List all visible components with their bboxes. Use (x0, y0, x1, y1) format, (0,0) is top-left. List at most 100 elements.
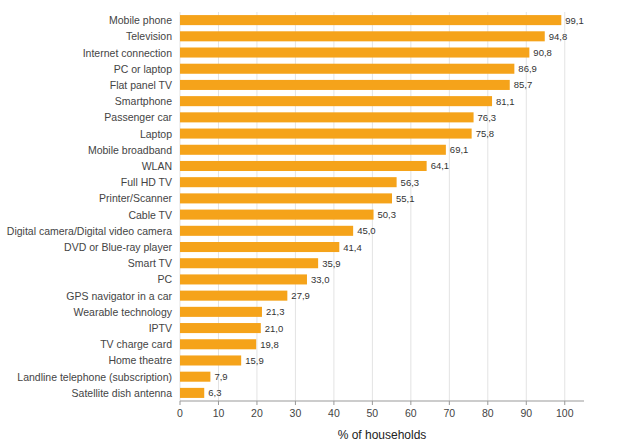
x-tick-label: 60 (405, 407, 417, 419)
x-axis-title: % of households (338, 428, 427, 442)
data-label: 15,9 (245, 355, 263, 366)
y-tick-label: Digital camera/Digital video camera (7, 225, 172, 237)
x-tick (218, 401, 219, 405)
bar (180, 307, 262, 317)
bar (180, 112, 474, 122)
x-tick-label: 80 (482, 407, 494, 419)
data-label: 99,1 (565, 15, 584, 26)
x-tick (295, 401, 296, 405)
data-label: 75,8 (476, 128, 495, 139)
bar (180, 145, 446, 155)
y-tick-label: Smart TV (128, 257, 172, 269)
grid (180, 12, 565, 401)
bar (180, 96, 492, 106)
data-label: 21,0 (265, 323, 284, 334)
data-label: 41,4 (343, 242, 362, 253)
x-tick-label: 100 (556, 407, 574, 419)
x-tick (256, 401, 257, 405)
bar (180, 15, 561, 25)
x-tick (372, 401, 373, 405)
y-tick-label: WLAN (142, 160, 172, 172)
data-label: 90,8 (533, 47, 552, 58)
data-label: 69,1 (450, 144, 469, 155)
y-tick-label: Landline telephone (subscription) (17, 371, 172, 383)
y-tick-label: PC (157, 273, 172, 285)
data-label: 64,1 (431, 160, 450, 171)
bar (180, 388, 204, 398)
x-tick (526, 401, 527, 405)
x-tick-label: 90 (520, 407, 532, 419)
y-tick-label: GPS navigator in a car (66, 290, 172, 302)
data-label: 81,1 (496, 96, 514, 107)
y-axis-labels: Satellite dish antenna Landline telephone… (7, 14, 173, 399)
x-tick (410, 401, 411, 405)
x-tick-label: 30 (290, 407, 302, 419)
data-label: 85,7 (514, 79, 533, 90)
bar (180, 47, 529, 57)
data-label: 6,3 (208, 387, 221, 398)
y-tick-label: Smartphone (115, 95, 172, 107)
y-tick-label: Printer/Scanner (99, 192, 172, 204)
bar (180, 242, 339, 252)
bar (180, 177, 397, 187)
x-tick-label: 10 (213, 407, 225, 419)
bar (180, 80, 510, 90)
bar (180, 258, 318, 268)
data-label: 35,9 (322, 258, 341, 269)
y-tick-label: Satellite dish antenna (72, 387, 173, 399)
x-axis-line (180, 401, 584, 402)
y-tick-label: Cable TV (128, 209, 172, 221)
data-label: 27,9 (291, 290, 310, 301)
bar (180, 291, 287, 301)
data-label: 56,3 (401, 177, 420, 188)
bar (180, 323, 261, 333)
bar (180, 355, 241, 365)
bar (180, 31, 545, 41)
data-label: 19,8 (260, 339, 279, 350)
bar (180, 210, 374, 220)
x-tick-label: 0 (177, 407, 183, 419)
y-tick-label: PC or laptop (114, 63, 173, 75)
x-tick (564, 401, 565, 405)
data-label: 55,1 (396, 193, 415, 204)
x-axis: 0 10 20 30 40 50 60 70 80 90 100 (177, 401, 584, 419)
data-label: 45,0 (357, 225, 376, 236)
y-tick-label: Wearable technology (74, 306, 173, 318)
bars (180, 15, 561, 398)
bar (180, 226, 353, 236)
y-tick-label: Mobile broadband (88, 144, 172, 156)
x-tick (449, 401, 450, 405)
data-label: 86,9 (518, 63, 537, 74)
bar (180, 193, 392, 203)
grid-line (564, 12, 565, 401)
y-tick-label: Laptop (140, 128, 172, 140)
y-tick-label: TV charge card (100, 338, 172, 350)
y-tick-label: Full HD TV (121, 176, 172, 188)
x-tick (333, 401, 334, 405)
y-tick-label: Flat panel TV (110, 79, 172, 91)
x-tick (180, 401, 181, 405)
y-tick-label: Mobile phone (109, 14, 172, 26)
y-tick-label: Television (126, 30, 172, 42)
bar (180, 129, 472, 139)
data-label: 76,3 (478, 112, 497, 123)
data-label: 21,3 (266, 306, 285, 317)
chart-container: Satellite dish antenna Landline telephone… (0, 0, 618, 447)
data-label: 33,0 (311, 274, 330, 285)
bar (180, 372, 210, 382)
y-tick-label: Home theatre (108, 354, 172, 366)
data-label: 50,3 (378, 209, 397, 220)
x-tick-label: 40 (328, 407, 340, 419)
x-tick-label: 50 (367, 407, 379, 419)
bar (180, 64, 514, 74)
x-tick-label: 70 (443, 407, 455, 419)
bar (180, 339, 256, 349)
data-label: 7,9 (214, 371, 227, 382)
chart-svg: Satellite dish antenna Landline telephone… (0, 0, 618, 447)
y-tick-label: DVD or Blue-ray player (64, 241, 172, 253)
x-tick (487, 401, 488, 405)
y-tick-label: IPTV (149, 322, 172, 334)
x-tick-label: 20 (251, 407, 263, 419)
bar (180, 274, 307, 284)
y-tick-label: Passenger car (104, 111, 172, 123)
